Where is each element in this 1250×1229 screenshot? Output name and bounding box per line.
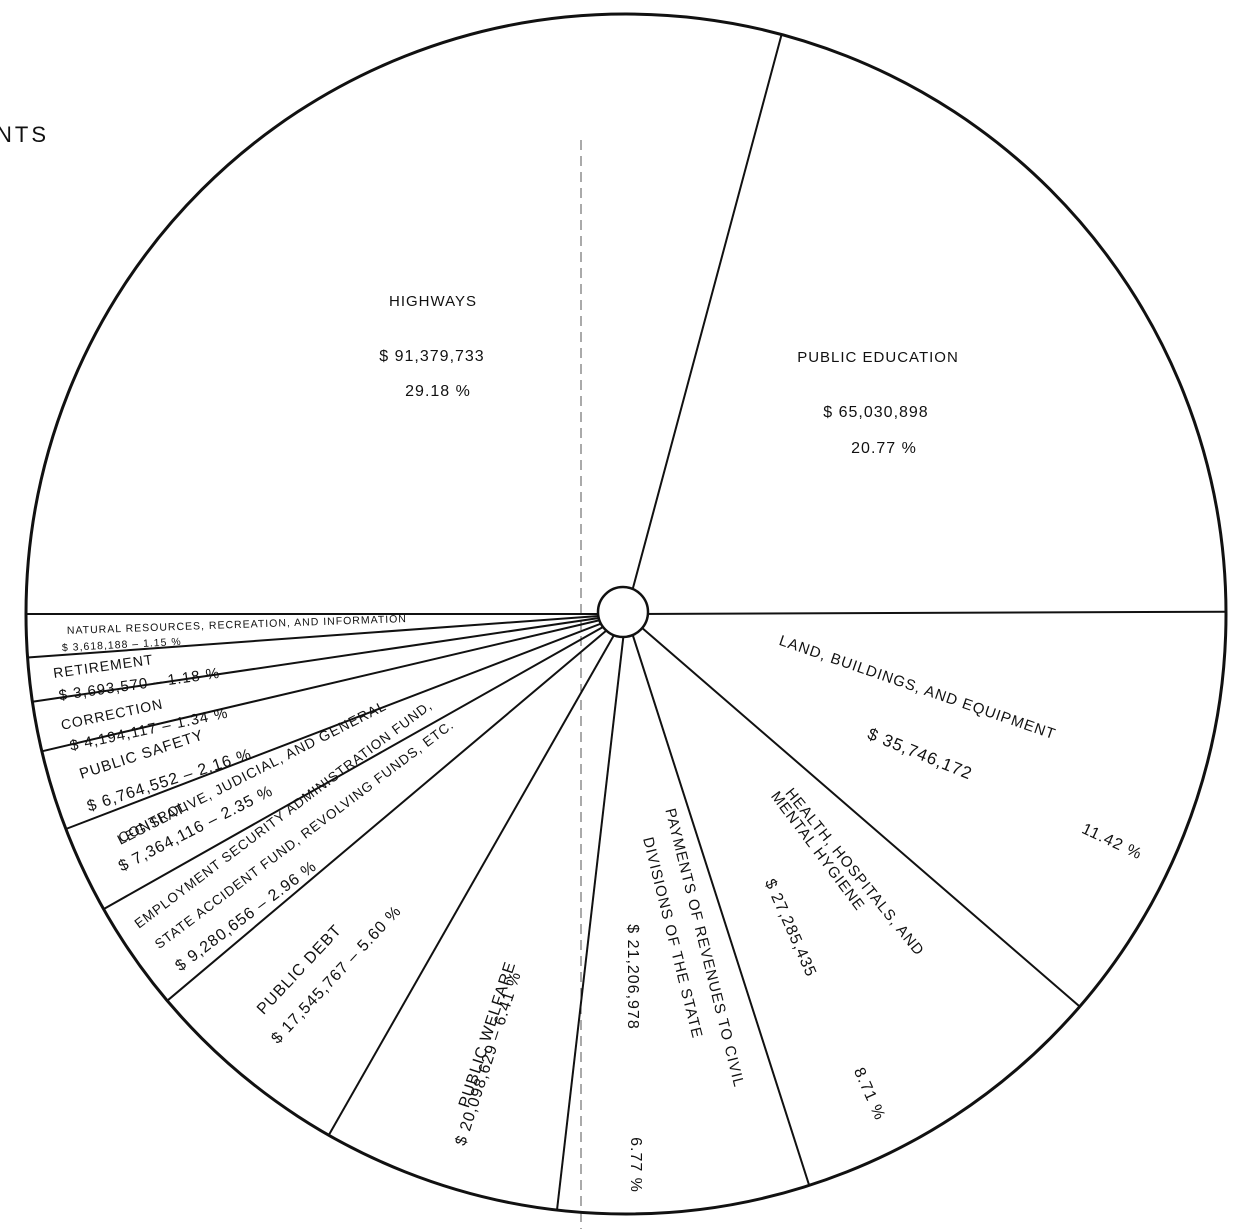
slice-label-public-welfare: PUBLIC WELFARE $ 20,098,629 – 6.41 % [453, 959, 525, 1147]
slice-divider [625, 34, 783, 615]
slice-sep: – [176, 763, 201, 786]
slice-amount: $ 91,379,733 [379, 348, 484, 365]
slice-label-land-buildings: LAND, BUILDINGS, AND EQUIPMENT $ 35,746,… [777, 632, 1145, 863]
slice-label-health-hospitals: HEALTH, HOSPITALS, AND MENTAL HYGIENE $ … [761, 785, 927, 1123]
slice-amount: $ 3,693,570 [58, 675, 150, 704]
slice-percent: 5.60 % [355, 903, 405, 955]
slice-divider [65, 613, 627, 830]
slice-divider [625, 610, 1227, 615]
slice-percent: 1.15 % [143, 636, 182, 650]
slice-amount: $ 21,206,978 [624, 924, 641, 1029]
slice-sep: – [128, 638, 143, 651]
slice-divider [625, 613, 1081, 1008]
slice-amount: $ 3,618,188 [62, 639, 129, 654]
slice-amount: $ 17,545,767 [268, 959, 352, 1048]
slice-percent: 1.18 % [167, 665, 222, 689]
slice-amount-percent: $ 20,098,629 – 6.41 % [453, 969, 525, 1147]
slice-sep: – [155, 715, 178, 736]
slice-divider [556, 613, 627, 1211]
slice-amount: $ 27,285,435 [761, 877, 819, 980]
slice-divider [27, 613, 627, 659]
slice-name: PUBLIC EDUCATION [797, 349, 959, 366]
slice-divider [166, 613, 627, 1002]
slice-divider [103, 613, 627, 910]
slice-divider [32, 613, 627, 703]
slice-label-highways: HIGHWAYS $ 91,379,733 29.18 % [379, 293, 484, 400]
slice-percent: 29.18 % [405, 383, 471, 400]
slice-label-public-debt: PUBLIC DEBT $ 17,545,767 – 5.60 % [254, 903, 405, 1048]
slice-percent: 8.71 % [850, 1065, 888, 1123]
slice-percent: 1.34 % [175, 704, 230, 732]
slice-divider [327, 613, 627, 1136]
slice-label-public-education: PUBLIC EDUCATION $ 65,030,898 20.77 % [797, 349, 959, 457]
slice-dividers [26, 34, 1227, 1211]
center-hub [596, 585, 650, 639]
slice-amount: $ 35,746,172 [865, 724, 975, 783]
slice-percent: 11.42 % [1079, 821, 1145, 864]
slice-sep: – [147, 672, 169, 692]
slice-label-payments-revenues: PAYMENTS OF REVENUES TO CIVIL DIVISIONS … [624, 807, 747, 1193]
slice-label-retirement: RETIREMENT $ 3,693,570 – 1.18 % [52, 651, 221, 704]
slice-amount: $ 65,030,898 [823, 404, 928, 421]
slice-divider [41, 613, 627, 753]
slice-divider [625, 613, 811, 1186]
partial-title: NTS [0, 122, 49, 147]
slice-sep: – [485, 1023, 508, 1048]
slice-amount-percent: $ 3,618,188 – 1.15 % [62, 636, 182, 654]
slice-name: LAND, BUILDINGS, AND EQUIPMENT [777, 632, 1058, 743]
slice-percent: 6.77 % [627, 1137, 644, 1193]
slice-percent: 20.77 % [851, 440, 917, 457]
slice-name: HIGHWAYS [389, 293, 477, 310]
